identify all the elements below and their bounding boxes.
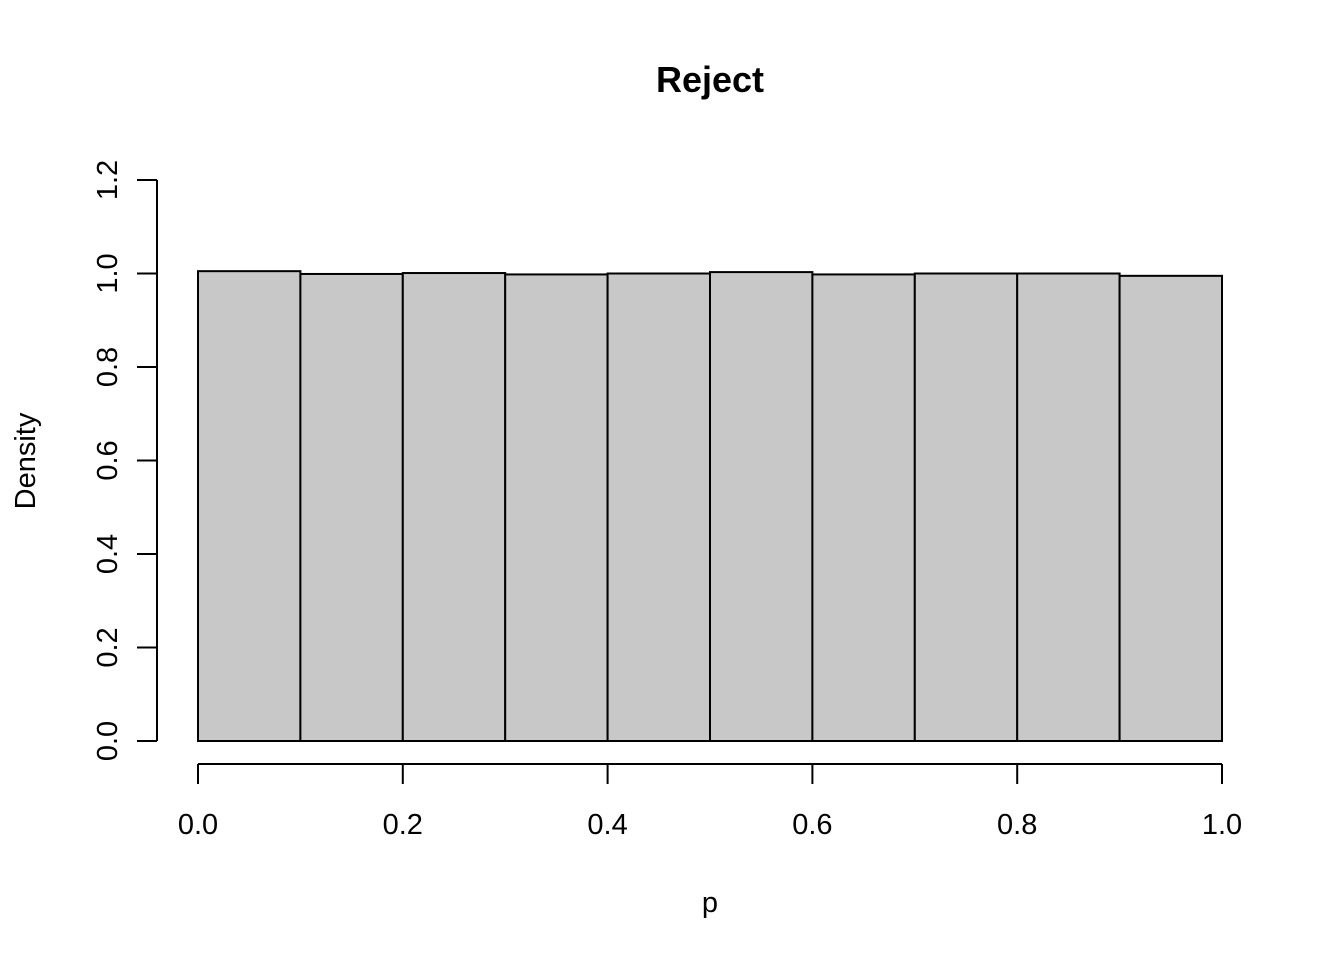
y-tick-label: 0.8	[92, 347, 124, 387]
histogram-bar-1	[197, 270, 302, 742]
y-axis-label: Density	[10, 412, 42, 509]
bars-group	[197, 270, 1223, 742]
histogram-bar-3	[401, 272, 507, 742]
x-tick-label: 0.4	[587, 809, 627, 841]
x-tick-label: 0.8	[997, 809, 1037, 841]
histogram-bar-5	[606, 272, 711, 742]
y-axis: 0.0 0.2 0.4 0.6 0.8 1.0 1.2	[92, 160, 158, 761]
y-tick-label: 0.0	[92, 721, 124, 761]
histogram-bar-2	[299, 272, 404, 742]
histogram-bar-9	[1016, 272, 1121, 742]
histogram-bar-4	[504, 273, 609, 742]
x-tick-label: 0.6	[792, 809, 832, 841]
histogram-bar-6	[709, 271, 814, 742]
histogram-bar-8	[913, 272, 1019, 742]
x-axis-label: p	[702, 887, 718, 919]
y-tick-label: 0.4	[92, 534, 124, 574]
y-tick-label: 1.2	[92, 160, 124, 200]
y-tick-label: 0.2	[92, 627, 124, 667]
histogram-bar-10	[1118, 274, 1223, 742]
x-tick-label: 0.0	[178, 809, 218, 841]
x-tick-label: 1.0	[1202, 809, 1242, 841]
y-tick-label: 0.6	[92, 440, 124, 480]
x-axis: 0.0 0.2 0.4 0.6 0.8 1.0	[178, 763, 1242, 841]
x-tick-label: 0.2	[383, 809, 423, 841]
y-tick-label: 1.0	[92, 253, 124, 293]
chart-title: Reject	[656, 59, 764, 100]
histogram-bar-7	[811, 273, 916, 742]
